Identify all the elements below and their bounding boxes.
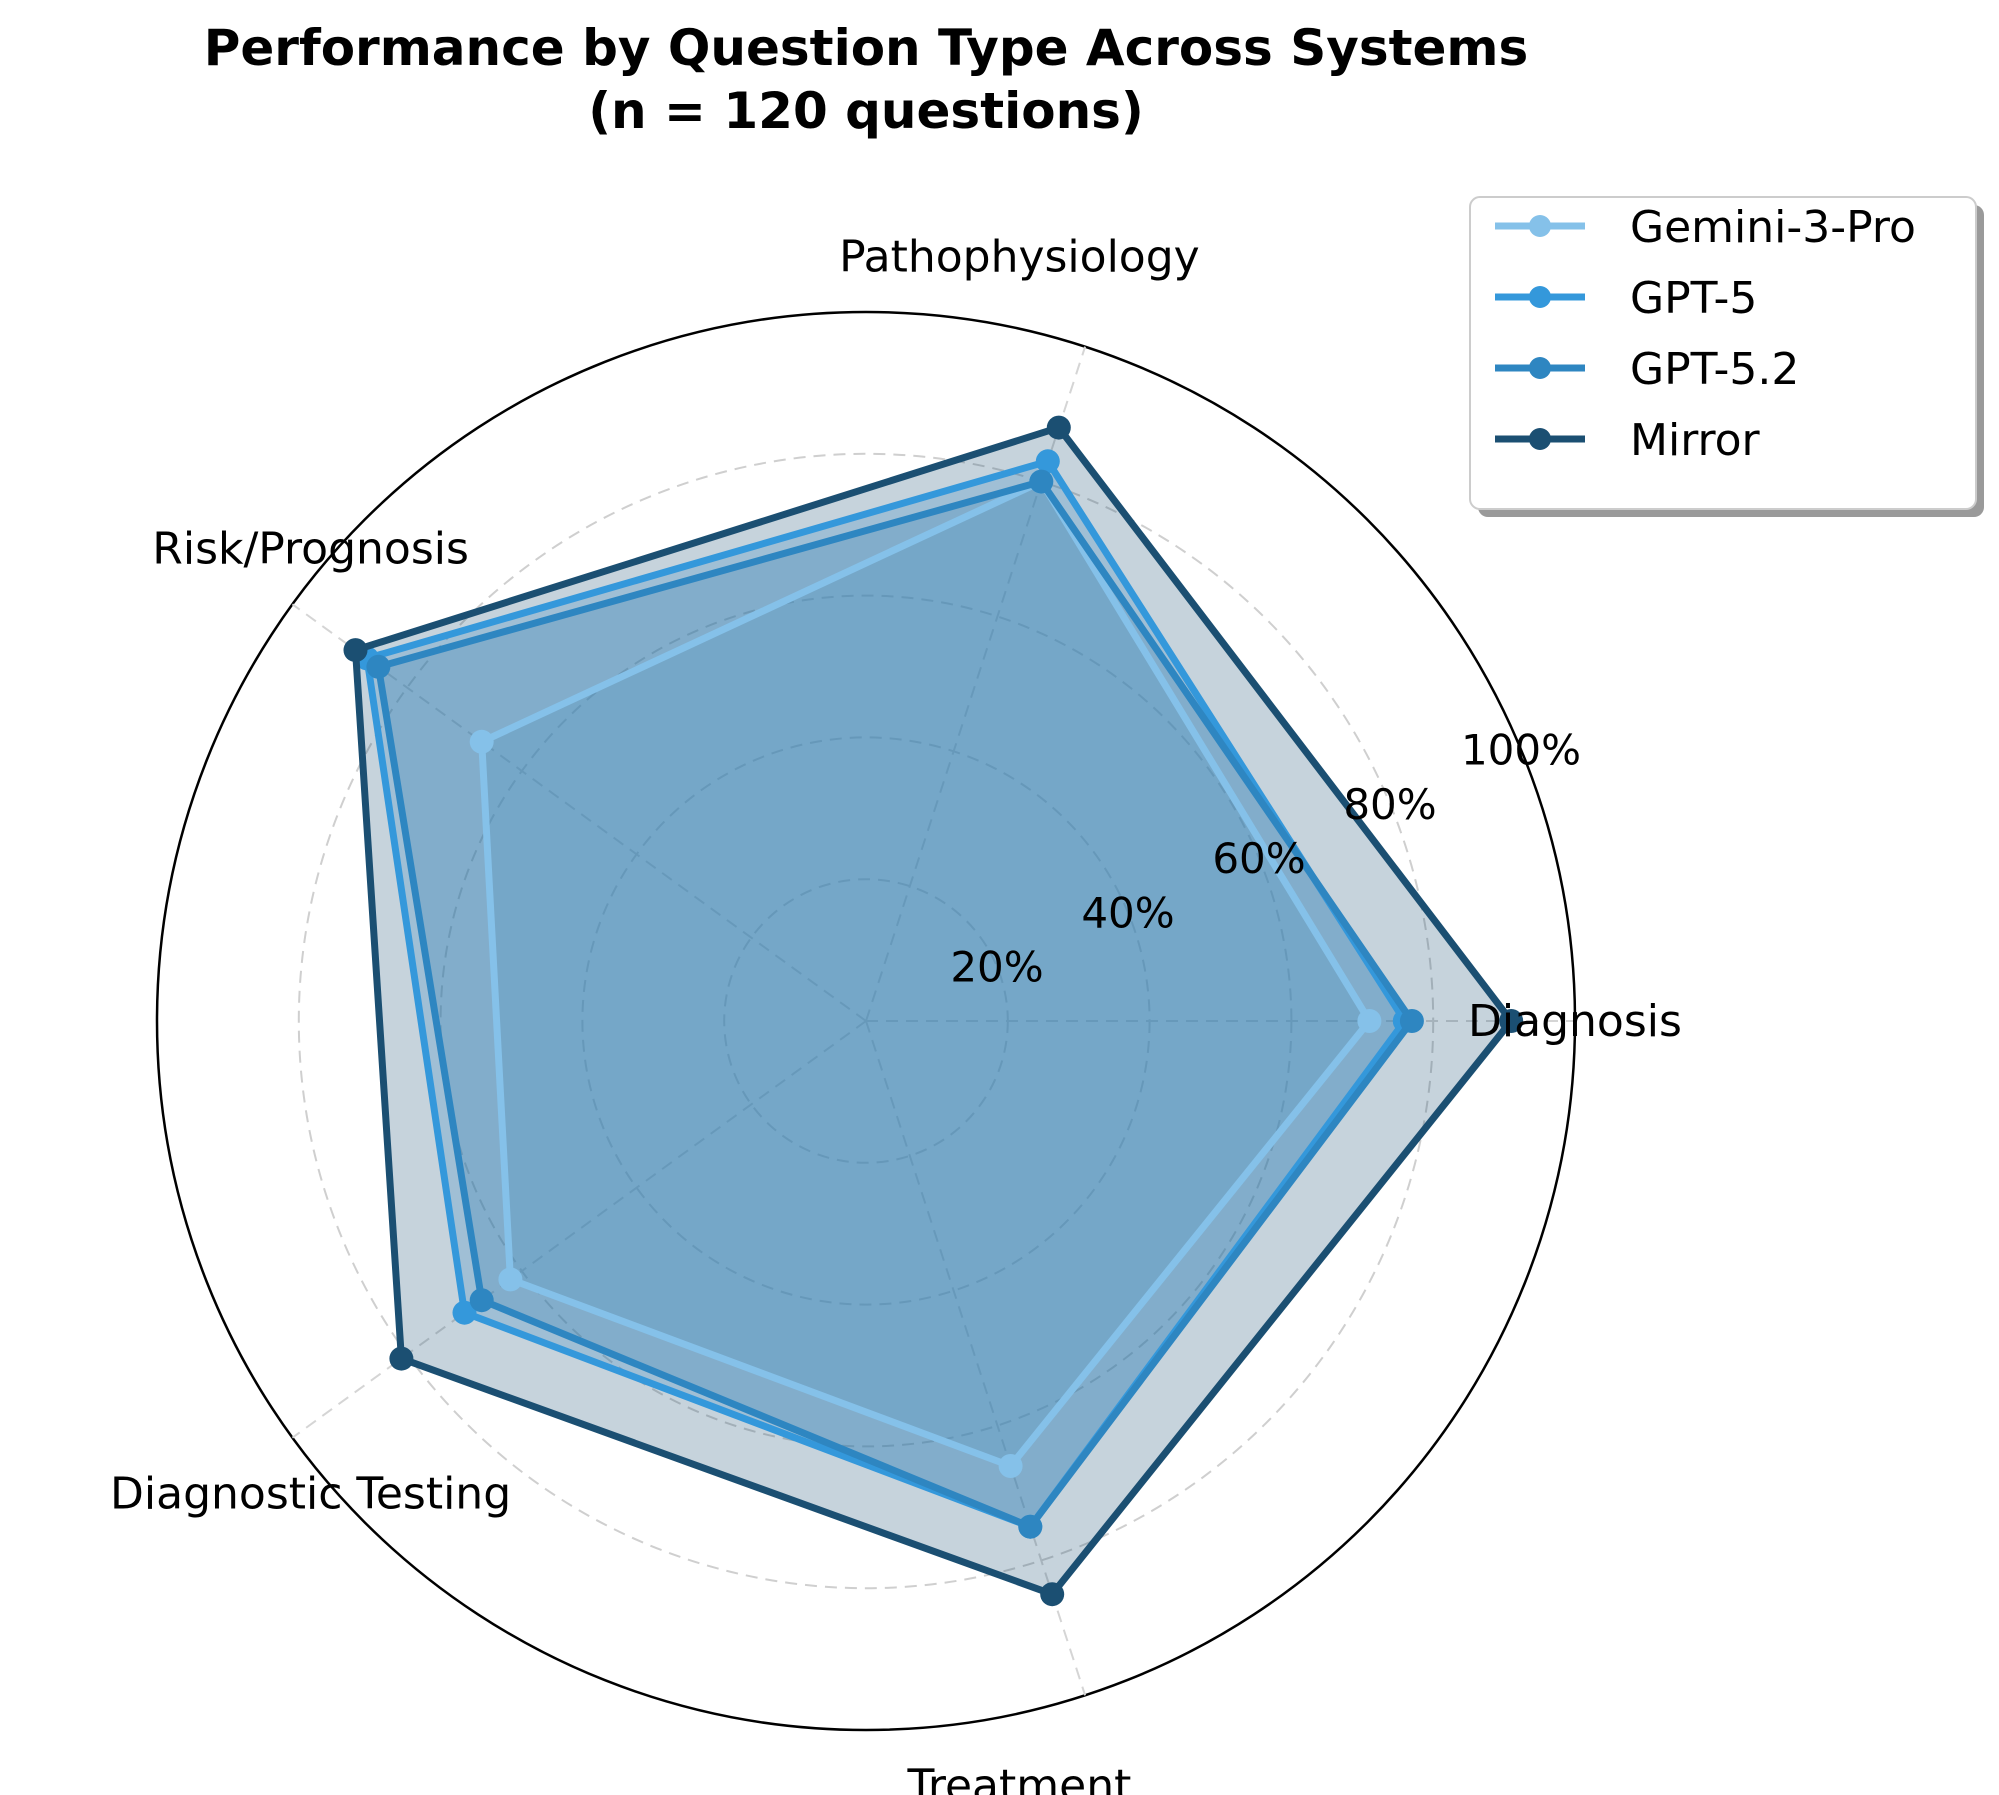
data-point — [998, 1454, 1023, 1478]
radial-tick-label: 100% — [1461, 726, 1581, 775]
series-group — [343, 415, 1524, 1607]
category-label: Diagnostic Testing — [110, 1469, 511, 1520]
legend: Gemini-3-Pro GPT-5 GPT-5.2 Mirror — [1469, 196, 1984, 517]
series-line — [478, 478, 1373, 1470]
legend-marker — [1529, 357, 1551, 379]
data-point — [498, 1267, 523, 1292]
series-fill — [355, 427, 1512, 1595]
series-fill — [481, 481, 1370, 1467]
series-lines — [343, 415, 1524, 1607]
legend-label: Gemini-3-Pro — [1630, 202, 1916, 253]
series-fills — [355, 427, 1512, 1595]
category-label: Treatment — [906, 1761, 1131, 1795]
radial-tick-label: 40% — [1081, 889, 1174, 938]
data-point — [469, 1288, 494, 1313]
legend-marker — [1529, 428, 1551, 450]
category-label: Pathophysiology — [839, 231, 1200, 282]
radial-tick-label: 20% — [950, 943, 1043, 992]
series-line — [374, 478, 1416, 1531]
data-point — [1357, 1009, 1382, 1033]
legend-label: Mirror — [1630, 415, 1761, 466]
radial-tick-labels: 20% 40% 60% 80% 100% — [950, 726, 1581, 992]
legend-label: GPT-5 — [1630, 273, 1757, 324]
data-point — [1018, 1514, 1043, 1539]
chart-title: Performance by Question Type Across Syst… — [204, 19, 1529, 77]
radial-tick-label: 60% — [1212, 834, 1305, 883]
series-group — [343, 415, 1524, 1607]
legend-items: Gemini-3-Pro GPT-5 GPT-5.2 Mirror — [1495, 202, 1916, 466]
grid-spoke — [291, 1020, 867, 1439]
data-point — [1399, 1009, 1424, 1033]
category-label: Diagnosis — [1468, 996, 1682, 1047]
radial-tick-label: 80% — [1343, 780, 1436, 829]
legend-item: GPT-5 — [1495, 273, 1757, 324]
legend-item: GPT-5.2 — [1495, 344, 1799, 395]
chart-subtitle: (n = 120 questions) — [588, 82, 1144, 140]
data-point — [1046, 415, 1071, 440]
data-point — [343, 638, 368, 663]
data-point — [366, 654, 391, 679]
legend-marker — [1529, 286, 1551, 308]
legend-box — [1469, 196, 1977, 510]
data-point — [452, 1300, 477, 1325]
legend-item: Mirror — [1495, 415, 1761, 466]
category-label: Risk/Prognosis — [152, 523, 469, 574]
data-point — [1035, 449, 1060, 474]
data-point — [1499, 1009, 1524, 1033]
series-group — [366, 469, 1424, 1539]
data-point — [469, 729, 494, 754]
legend-marker — [1529, 215, 1551, 237]
data-point — [389, 1346, 414, 1371]
series-line — [352, 424, 1515, 1598]
data-point — [1029, 469, 1054, 494]
series-fill — [378, 481, 1412, 1527]
data-point — [1040, 1582, 1065, 1607]
legend-item: Gemini-3-Pro — [1495, 202, 1916, 253]
legend-label: GPT-5.2 — [1630, 344, 1799, 395]
series-fill — [367, 461, 1405, 1527]
category-labels: Diagnosis Pathophysiology Risk/Prognosis Di… — [110, 231, 1682, 1795]
